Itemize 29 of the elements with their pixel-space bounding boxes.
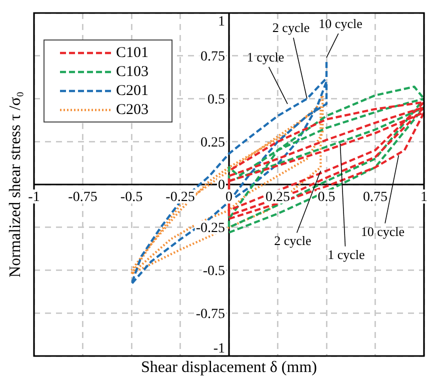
x-tick-label: 0.5 bbox=[318, 190, 336, 206]
x-tick-label: -0.5 bbox=[120, 190, 143, 206]
annotation: 1 cycle bbox=[328, 246, 365, 262]
y-tick-label: 0 bbox=[218, 178, 225, 194]
y-tick-label: 0.5 bbox=[208, 92, 225, 108]
annotation: 2 cycle bbox=[272, 20, 310, 36]
x-tick-label: 1 bbox=[420, 190, 428, 206]
y-tick-label: 0.25 bbox=[200, 135, 225, 150]
legend-label: C101 bbox=[116, 44, 149, 61]
legend-label: C201 bbox=[116, 82, 149, 99]
y-tick-label: -0.75 bbox=[196, 306, 226, 322]
annotation: 1 cycle bbox=[246, 49, 284, 64]
legend-label: C103 bbox=[116, 64, 149, 80]
annotation: 2 cycle bbox=[274, 233, 312, 248]
annotation: 10 cycle bbox=[318, 16, 363, 32]
y-tick-label: -0.25 bbox=[196, 221, 226, 236]
x-tick-label: -0.25 bbox=[166, 190, 195, 206]
x-tick-label: 0.75 bbox=[363, 190, 388, 206]
y-tick-label: -1 bbox=[213, 342, 226, 357]
x-tick-label: -0.75 bbox=[68, 190, 98, 206]
y-tick-label: 1 bbox=[218, 14, 225, 30]
y-axis-title: Normalized shear stress τ /σ₀ bbox=[7, 92, 24, 278]
x-axis-title: Shear displacement δ (mm) bbox=[141, 359, 317, 376]
y-tick-label: -0.5 bbox=[202, 264, 226, 279]
y-tick-label: 0.75 bbox=[200, 50, 225, 65]
x-tick-label: 0.25 bbox=[266, 190, 290, 206]
x-tick-label: -1 bbox=[28, 190, 40, 206]
legend-label: C203 bbox=[116, 102, 149, 118]
annotation: 10 cycle bbox=[360, 224, 405, 239]
